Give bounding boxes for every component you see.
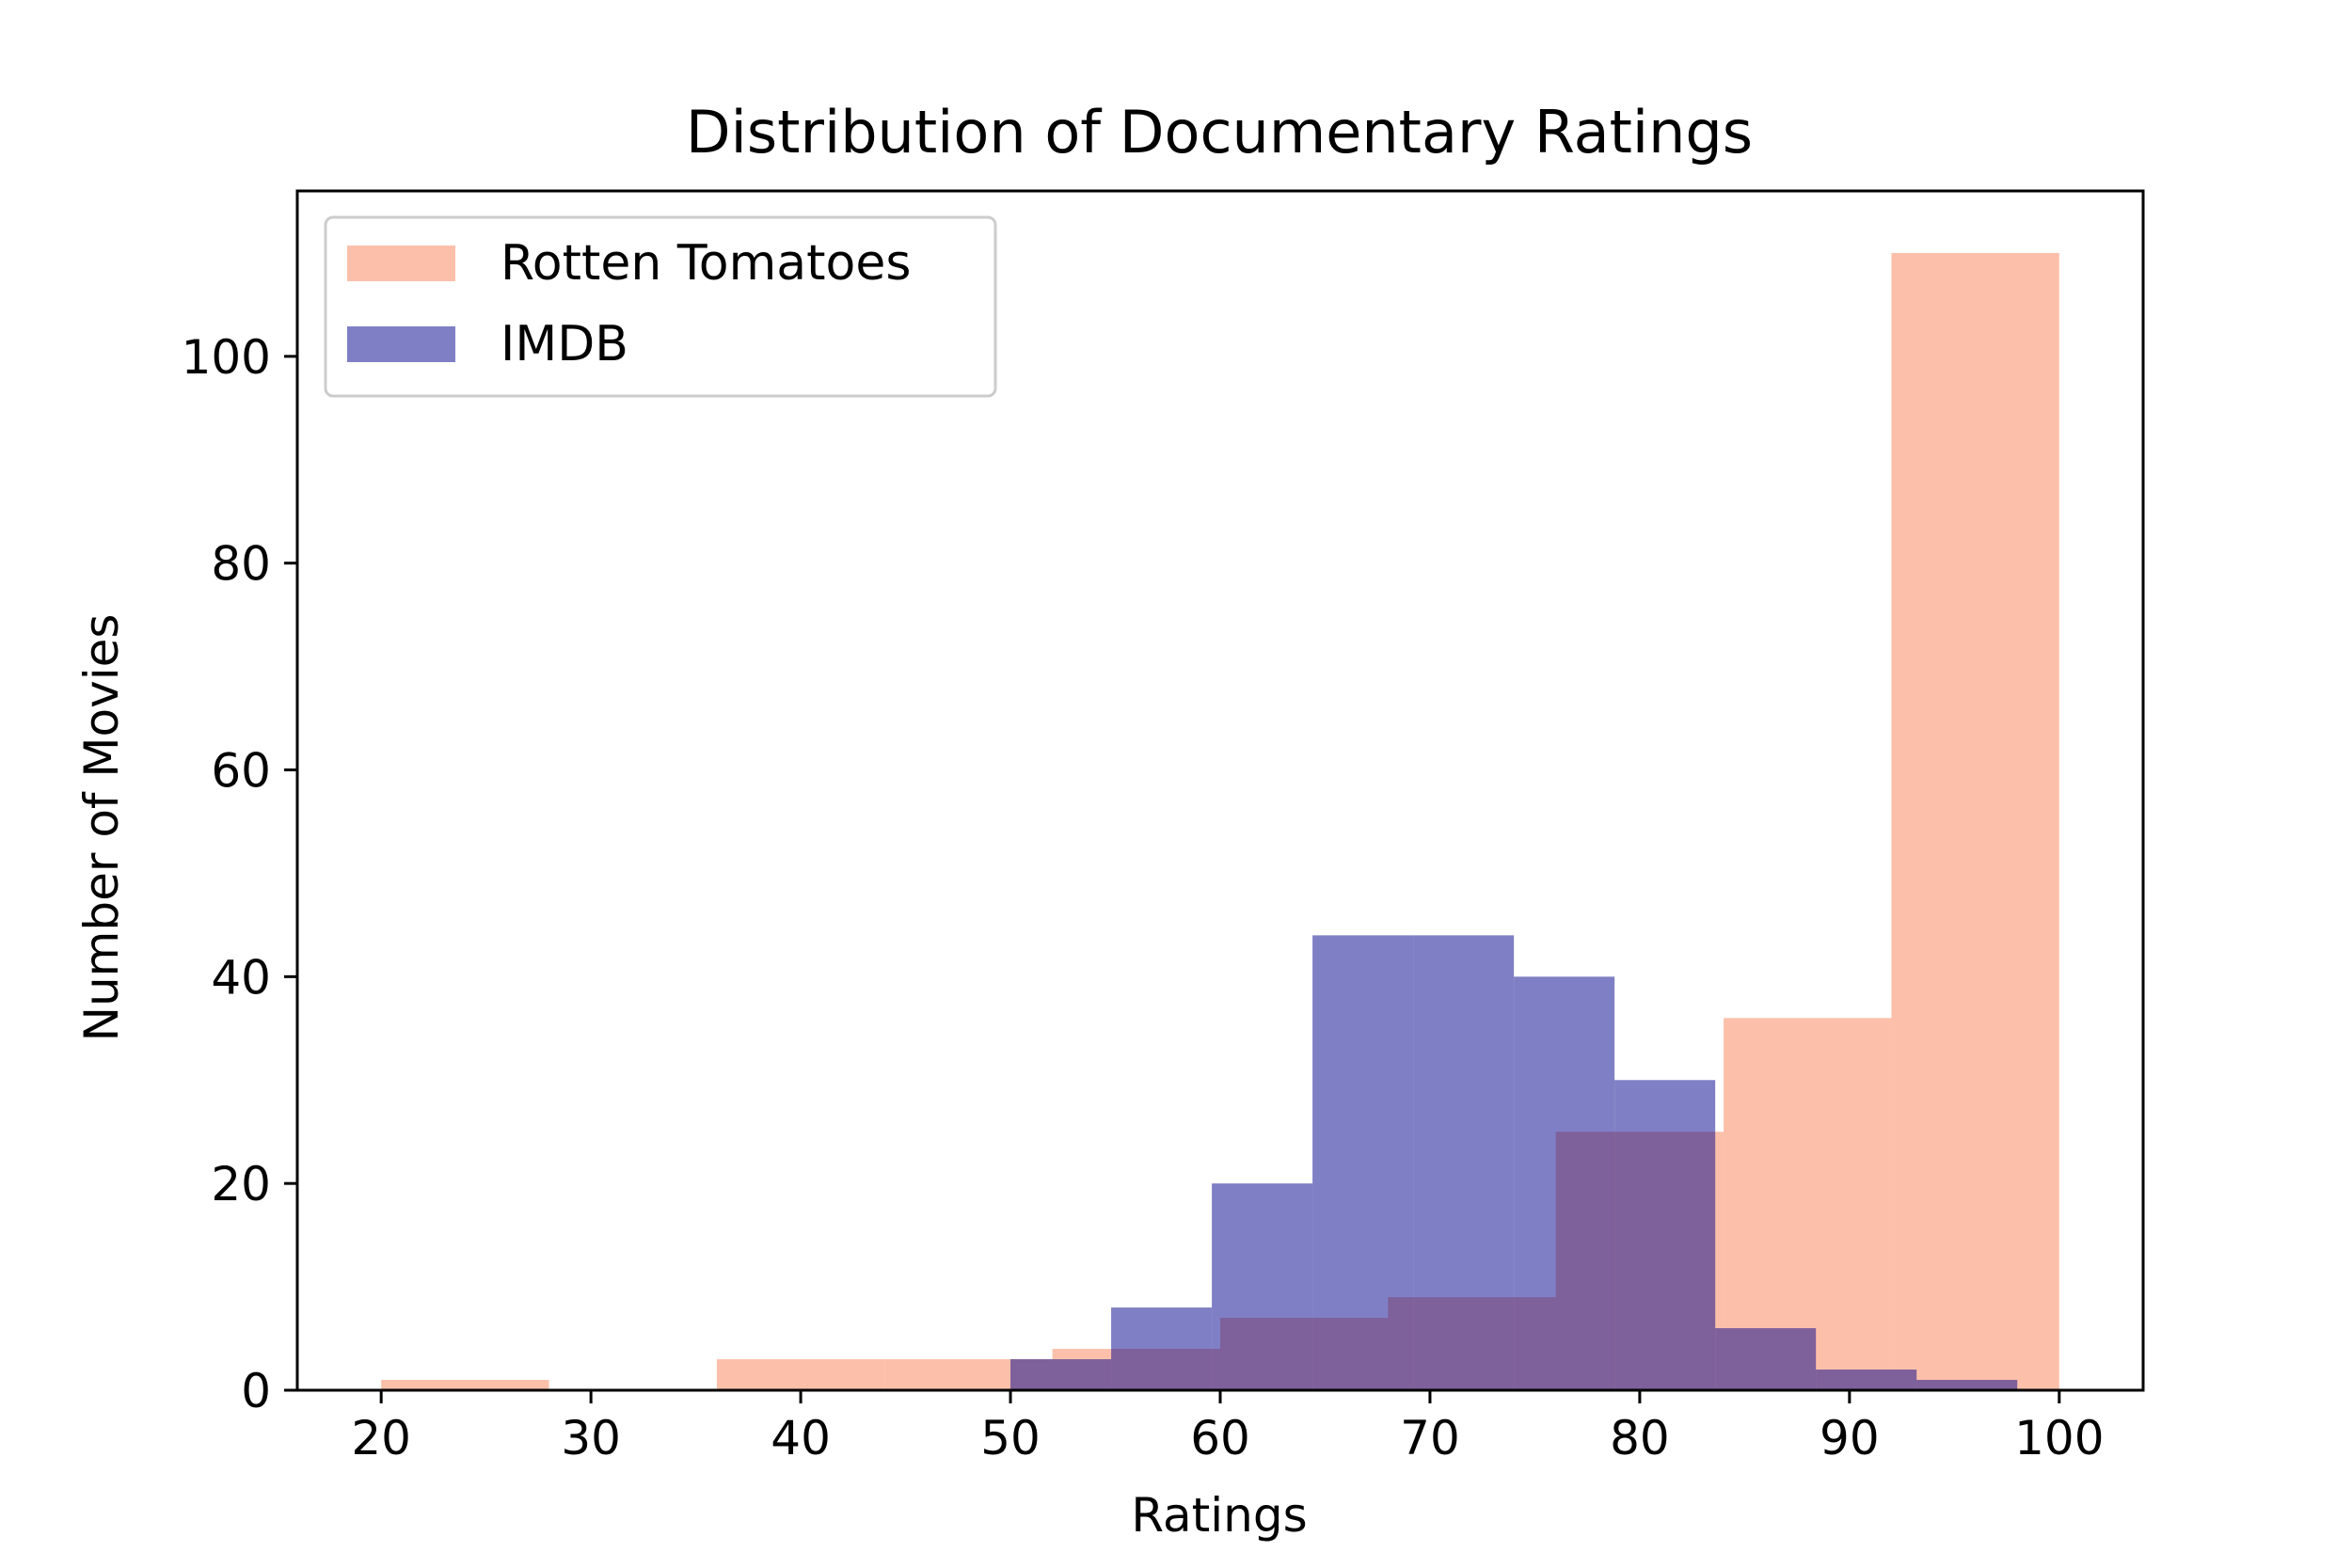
bar-imdb-7 [1715, 1328, 1817, 1390]
x-tick-label: 40 [771, 1411, 831, 1465]
legend-box [324, 215, 997, 398]
bar-imdb-9 [1916, 1380, 2018, 1390]
y-tick-label: 40 [211, 950, 271, 1005]
y-axis-label: Number of Movies [74, 614, 129, 1042]
y-tick-label: 0 [241, 1364, 271, 1418]
y-tick-label: 20 [211, 1157, 271, 1212]
legend-label-rotten-tomatoes: Rotten Tomatoes [501, 235, 911, 292]
x-tick-label: 90 [1820, 1411, 1880, 1465]
bar-rotten-tomatoes-9 [1891, 252, 2059, 1391]
bar-imdb-1 [1111, 1307, 1213, 1390]
legend: Rotten Tomatoes IMDB [324, 215, 997, 398]
bar-imdb-6 [1614, 1080, 1716, 1390]
bar-imdb-2 [1212, 1183, 1313, 1390]
x-tick-label: 50 [980, 1411, 1041, 1465]
legend-swatch-rotten-tomatoes [347, 245, 455, 281]
bar-imdb-8 [1816, 1370, 1917, 1390]
y-axis-ticks: 0 20 40 60 80 100 [182, 330, 297, 1418]
legend-label-imdb: IMDB [501, 316, 628, 372]
y-tick-label: 60 [211, 744, 271, 799]
x-tick-label: 20 [351, 1411, 411, 1465]
bar-rotten-tomatoes-2 [716, 1359, 885, 1390]
bars-layer [381, 252, 2059, 1391]
x-axis-label: Ratings [1131, 1488, 1307, 1543]
legend-swatch-imdb [347, 326, 455, 362]
bar-imdb-5 [1514, 976, 1615, 1390]
y-tick-label: 80 [211, 537, 271, 592]
x-tick-label: 100 [2014, 1411, 2104, 1465]
bar-imdb-0 [1010, 1359, 1112, 1390]
bar-imdb-4 [1413, 935, 1515, 1390]
x-tick-label: 70 [1400, 1411, 1460, 1465]
x-tick-label: 60 [1190, 1411, 1250, 1465]
bar-imdb-3 [1312, 935, 1414, 1390]
x-tick-label: 30 [561, 1411, 621, 1465]
x-axis-ticks: 20 30 40 50 60 70 80 90 100 [351, 1390, 2105, 1465]
chart-title: Distribution of Documentary Ratings [686, 98, 1753, 166]
y-tick-label: 100 [182, 330, 271, 385]
bar-rotten-tomatoes-0 [381, 1380, 549, 1390]
x-tick-label: 80 [1610, 1411, 1670, 1465]
